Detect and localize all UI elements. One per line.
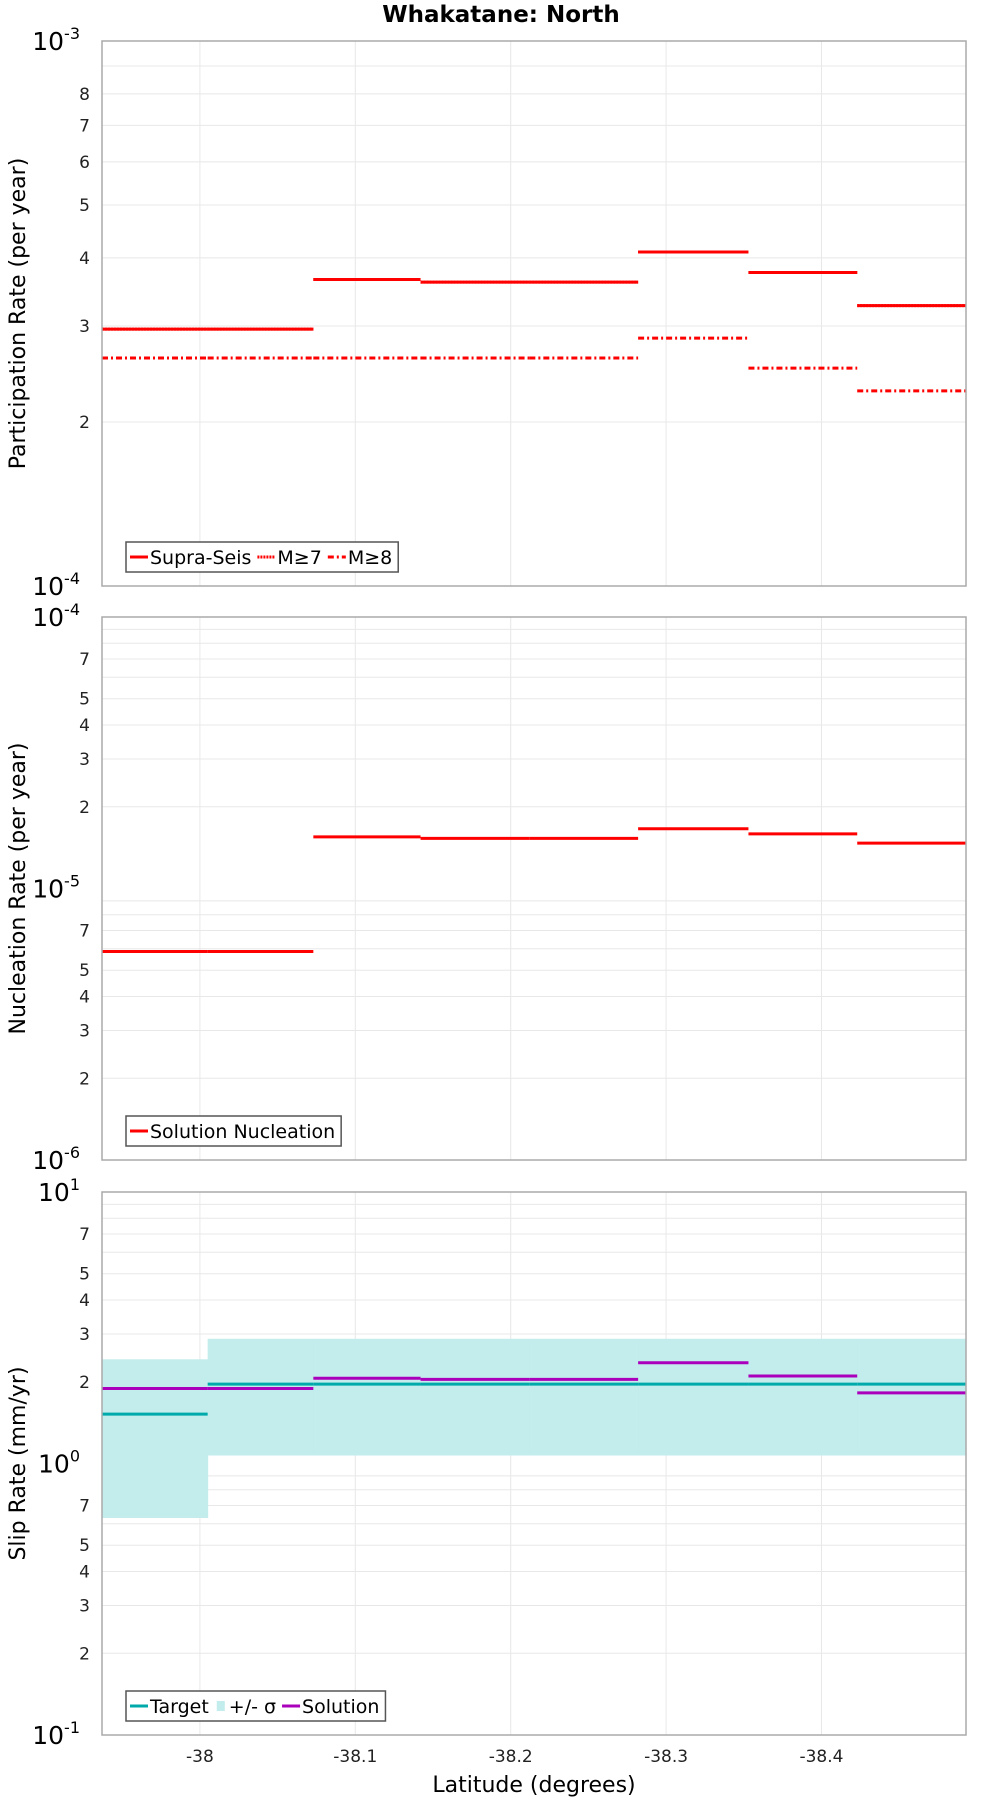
sigma-band [529,1338,639,1456]
legend: Solution Nucleation [125,1115,342,1147]
panel-2: 2 3 4 5 7 2 3 4 5 7 10-4 10-5 10-6 Nucleation Rate (p… [6,600,967,1175]
y-tick-label: 7 [79,650,90,670]
legend-label: Solution Nucleation [150,1121,335,1143]
y-tick-label: 3 [79,1021,90,1041]
legend: Supra-Seis M≥7 M≥8 [125,541,399,573]
legend-label: Target [149,1696,209,1718]
y-tick-label: 4 [79,988,90,1008]
y-tick-label: 7 [79,1497,90,1517]
y-axis-label: Participation Rate (per year) [6,158,31,470]
y-tick-label: 7 [79,116,90,136]
x-tick-label: -38.4 [799,1747,843,1767]
y-tick-label: 6 [79,153,90,173]
legend-box [125,1115,342,1147]
y-tick-label: 5 [79,1536,90,1556]
chart-title: Whakatane: North [382,2,620,28]
sigma-band [638,1338,749,1456]
y-tick-label: 5 [79,196,90,216]
x-axis-label: Latitude (degrees) [432,1773,635,1798]
legend-label: M≥7 [277,547,321,569]
y-tick-label: 2 [79,1644,90,1664]
sigma-band [207,1338,314,1456]
plot-frame [101,616,967,1161]
legend-swatch [216,1701,225,1711]
y-decade-label: 100 [38,1447,80,1479]
y-decade-label: 101 [38,1175,80,1207]
y-decade-label: 10-3 [32,24,80,56]
panel-1: 2 3 4 5 6 7 8 10-3 10-4 Participation Rate (per y… [6,24,967,601]
y-tick-label: 4 [79,1291,90,1311]
sigma-band [313,1338,422,1456]
sigma-band [420,1338,530,1456]
y-tick-label: 4 [79,249,90,269]
y-tick-label: 3 [79,317,90,337]
y-decade-label: 10-4 [32,600,80,632]
x-tick-label: -38.3 [644,1747,688,1767]
y-decade-label: 10-5 [32,872,80,904]
y-tick-label: 2 [79,413,90,433]
legend-label: +/- σ [229,1696,276,1718]
sigma-band [748,1338,858,1456]
y-tick-label: 3 [79,1596,90,1616]
x-axis: -38 -38.1 -38.2 -38.3 -38.4 Latitude (degrees… [186,1747,843,1798]
legend: Target +/- σ Solution [125,1690,387,1722]
y-tick-label: 7 [79,922,90,942]
panel-3: 2 3 4 5 7 2 3 4 5 7 101 100 10-1 Slip Rate (mm/yr) Tar… [6,1175,967,1750]
y-tick-label: 2 [79,1373,90,1393]
y-tick-label: 4 [79,1563,90,1583]
y-tick-label: 2 [79,1069,90,1089]
sigma-band [102,1359,209,1518]
y-tick-label: 5 [79,961,90,981]
plot-frame [101,1191,967,1736]
legend-box [125,1690,387,1722]
sigma-band [857,1338,967,1456]
y-tick-label: 7 [79,1225,90,1245]
x-tick-label: -38.1 [333,1747,377,1767]
legend-label: Solution [302,1696,379,1718]
y-tick-label: 3 [79,750,90,770]
y-tick-label: 4 [79,716,90,736]
legend-label: M≥8 [348,547,392,569]
y-decade-label: 10-1 [32,1718,80,1750]
x-tick-label: -38 [186,1747,214,1767]
y-decade-label: 10-4 [32,569,80,601]
y-tick-label: 8 [79,85,90,105]
y-decade-label: 10-6 [32,1143,80,1175]
legend-label: Supra-Seis [150,547,251,569]
y-axis-label: Slip Rate (mm/yr) [6,1366,31,1560]
y-tick-label: 5 [79,690,90,710]
plot-frame [101,40,967,587]
x-tick-label: -38.2 [489,1747,533,1767]
y-axis-label: Nucleation Rate (per year) [6,743,31,1035]
y-tick-label: 2 [79,798,90,818]
y-tick-label: 3 [79,1325,90,1345]
y-tick-label: 5 [79,1265,90,1285]
